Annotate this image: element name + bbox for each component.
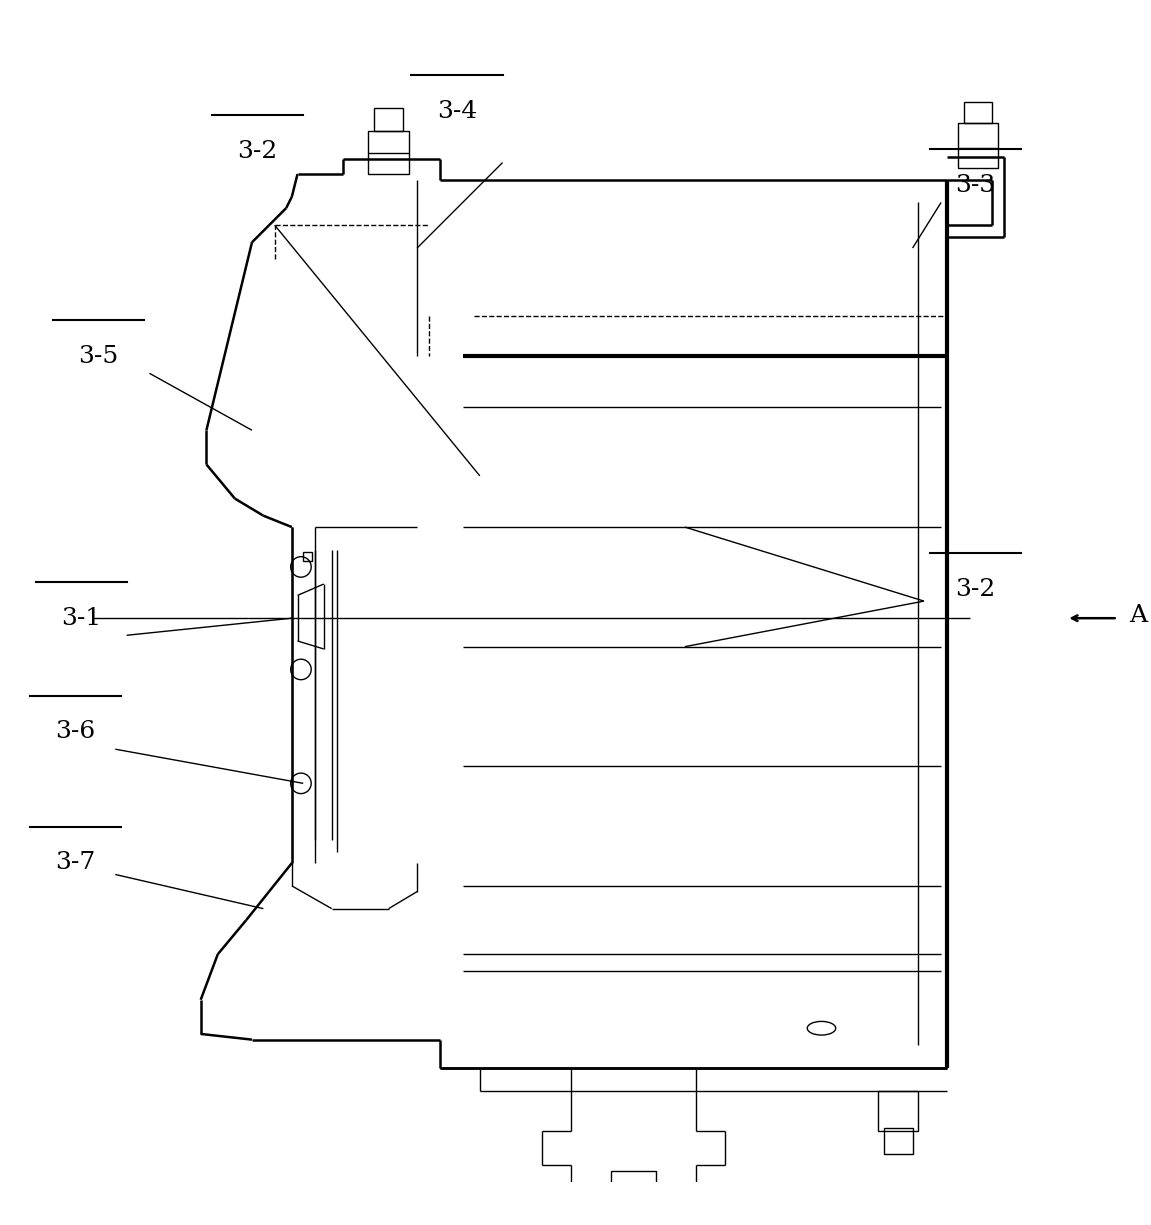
Bar xyxy=(963,102,992,123)
Bar xyxy=(368,131,409,174)
Bar xyxy=(958,122,998,168)
Text: 3-5: 3-5 xyxy=(78,344,119,368)
Text: 3-2: 3-2 xyxy=(237,140,277,163)
Text: A: A xyxy=(1129,604,1148,627)
Bar xyxy=(884,1128,913,1154)
Bar xyxy=(878,1091,918,1131)
Text: 3-4: 3-4 xyxy=(437,99,478,123)
Bar xyxy=(617,1199,650,1225)
Bar xyxy=(303,552,312,561)
Bar xyxy=(374,108,404,131)
Text: 3-3: 3-3 xyxy=(955,174,996,197)
Text: 3-1: 3-1 xyxy=(61,606,101,630)
Text: 3-2: 3-2 xyxy=(955,578,996,601)
Text: 3-6: 3-6 xyxy=(55,720,96,744)
Bar xyxy=(611,1171,656,1199)
Text: 3-7: 3-7 xyxy=(55,851,96,875)
